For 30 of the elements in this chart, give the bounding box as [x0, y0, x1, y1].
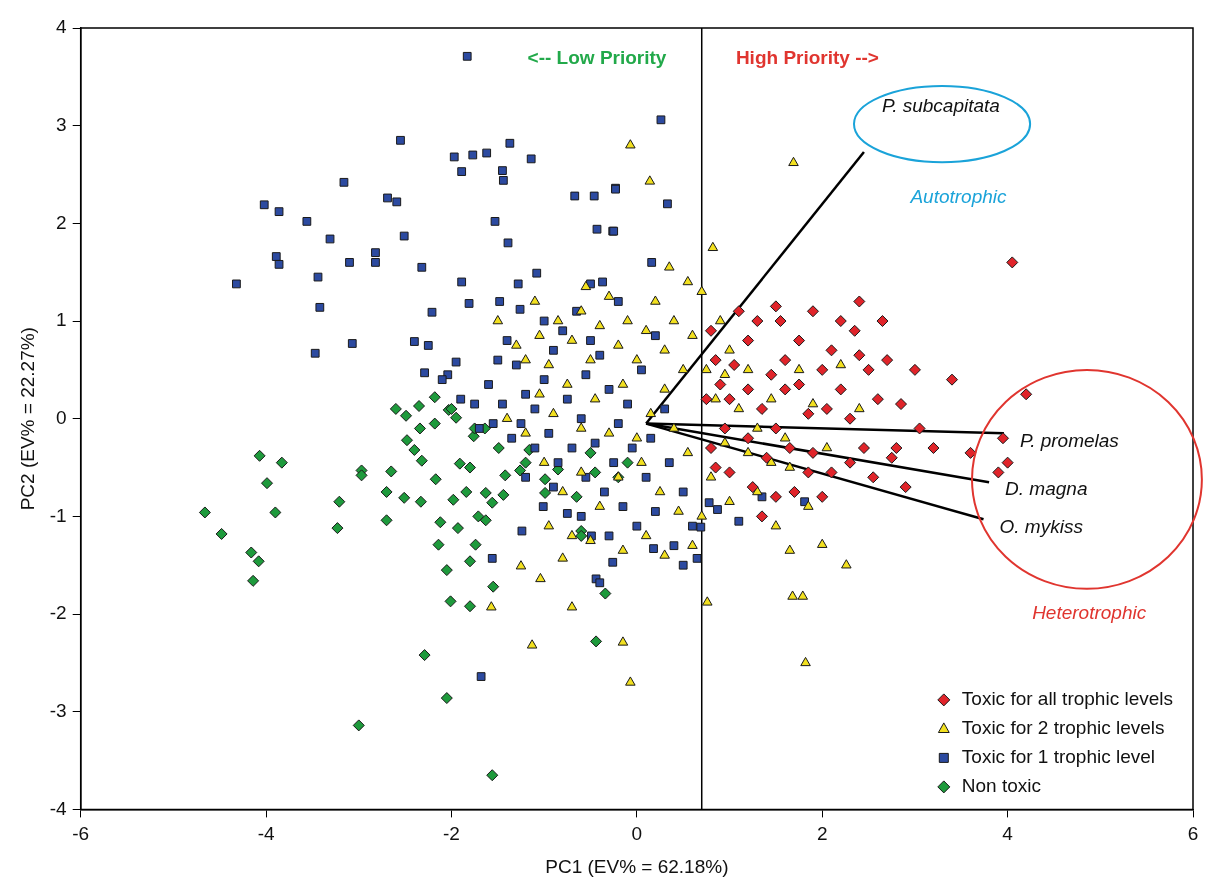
legend-label: Non toxic	[961, 775, 1042, 797]
series-label: O. mykiss	[999, 515, 1084, 537]
y-tick-label: 4	[56, 16, 68, 38]
y-tick-label: 0	[56, 406, 67, 428]
x-tick-label: 0	[631, 823, 643, 845]
x-tick-label: -4	[257, 823, 275, 845]
y-tick-label: -4	[49, 797, 68, 819]
annotation: Heterotrophic	[1032, 602, 1147, 624]
legend-label: Toxic for 1 trophic level	[961, 746, 1156, 768]
text: P. subcapitata	[881, 95, 1000, 117]
y-tick-label: 2	[56, 211, 67, 233]
y-tick-label: -2	[49, 602, 67, 624]
x-tick-label: 4	[1002, 823, 1014, 845]
legend-label: Toxic for 2 trophic levels	[961, 717, 1165, 739]
annotation: High Priority -->	[735, 46, 879, 68]
x-tick-label: -2	[443, 823, 460, 845]
x-tick-label: 2	[816, 823, 828, 845]
x-tick-label: 6	[1187, 823, 1199, 845]
annotation: Autotrophic	[909, 186, 1008, 208]
x-tick-label: -6	[72, 823, 90, 845]
annotation: <-- Low Priority	[527, 46, 667, 68]
series-label: P. promelas	[1019, 429, 1120, 451]
y-axis-title: PC2 (EV% = 22.27%)	[16, 327, 38, 511]
x-axis-title: PC1 (EV% = 62.18%)	[545, 855, 729, 877]
series-label: D. magna	[1005, 478, 1088, 500]
y-tick-label: 1	[56, 309, 67, 331]
y-tick-label: -1	[49, 504, 67, 526]
y-tick-label: -3	[49, 699, 67, 721]
y-tick-label: 3	[56, 113, 67, 135]
legend-label: Toxic for all trophic levels	[961, 688, 1174, 710]
